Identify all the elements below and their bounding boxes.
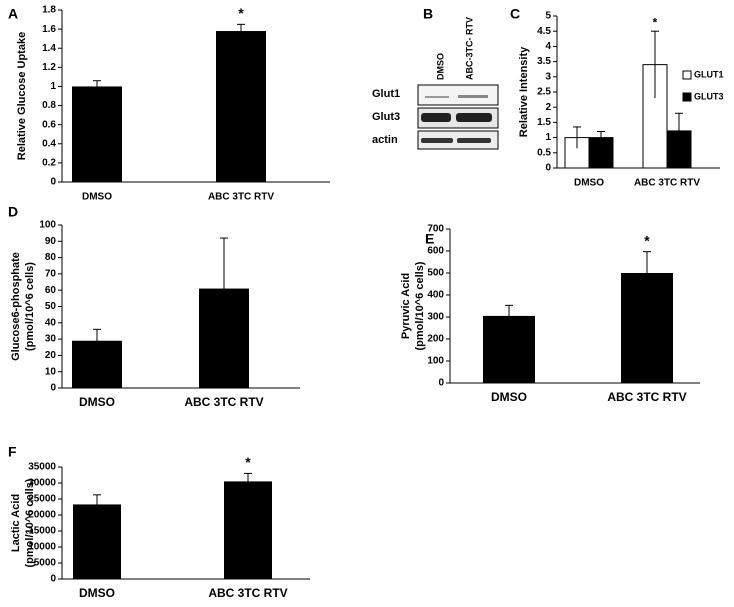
blot-band bbox=[458, 95, 488, 98]
y-tick-label: 20000 bbox=[28, 510, 56, 521]
y-tick-label: 1.8 bbox=[42, 5, 56, 16]
x-tick-label: ABC 3TC RTV bbox=[208, 192, 274, 203]
y-tick-label: 30000 bbox=[28, 478, 56, 489]
y-tick-label: 4.5 bbox=[537, 26, 551, 37]
y-tick-label: 1.5 bbox=[537, 117, 551, 128]
bar bbox=[224, 481, 272, 579]
panel-letter: E bbox=[425, 231, 434, 247]
annotation: * bbox=[238, 5, 244, 21]
bar bbox=[72, 86, 122, 182]
x-tick-label: ABC 3TC RTV bbox=[184, 395, 263, 409]
blot-band bbox=[421, 113, 451, 122]
y-tick-label: 40 bbox=[45, 317, 57, 328]
x-tick-label: ABC 3TC RTV bbox=[208, 586, 287, 600]
y-tick-label: 0.5 bbox=[537, 147, 551, 158]
bar bbox=[216, 31, 266, 183]
y-axis-label: Glucose6-phosphate bbox=[10, 252, 22, 361]
panel-letter: F bbox=[8, 444, 17, 460]
legend-swatch bbox=[682, 92, 692, 102]
y-tick-label: 0 bbox=[50, 177, 56, 188]
y-tick-label: 4 bbox=[545, 41, 551, 52]
y-tick-label: 15000 bbox=[28, 526, 56, 537]
row-label: Glut1 bbox=[372, 88, 400, 100]
y-tick-label: 2.5 bbox=[537, 87, 551, 98]
panel-letter: D bbox=[8, 204, 18, 220]
y-axis-label: Lactic Acid bbox=[10, 494, 22, 552]
y-tick-label: 10000 bbox=[28, 542, 56, 553]
y-tick-label: 1.4 bbox=[42, 43, 56, 54]
y-axis-label: Relative Glucose Uptake bbox=[16, 32, 28, 160]
y-tick-label: 1.6 bbox=[42, 24, 56, 35]
x-tick-label: DMSO bbox=[574, 178, 604, 189]
y-tick-label: 300 bbox=[427, 312, 444, 323]
blot-band bbox=[425, 96, 449, 98]
y-tick-label: 35000 bbox=[28, 462, 56, 473]
y-axis-label: (pmol/10^6 cells) bbox=[24, 478, 36, 567]
x-tick-label: DMSO bbox=[82, 192, 112, 203]
y-tick-label: 100 bbox=[39, 220, 56, 231]
y-tick-label: 2 bbox=[545, 102, 551, 113]
y-tick-label: 90 bbox=[45, 236, 57, 247]
legend-label: GLUT1 bbox=[694, 69, 724, 79]
y-tick-label: 0.4 bbox=[42, 138, 56, 149]
y-tick-label: 3.5 bbox=[537, 56, 551, 67]
y-tick-label: 600 bbox=[427, 246, 444, 257]
y-tick-label: 30 bbox=[45, 334, 57, 345]
panel-letter: B bbox=[423, 6, 433, 22]
y-tick-label: 20 bbox=[45, 350, 57, 361]
x-tick-label: ABC 3TC RTV bbox=[634, 178, 700, 189]
annotation: * bbox=[644, 232, 650, 248]
y-tick-label: 500 bbox=[427, 268, 444, 279]
row-label: actin bbox=[372, 134, 398, 146]
y-tick-label: 400 bbox=[427, 290, 444, 301]
y-tick-label: 200 bbox=[427, 334, 444, 345]
y-tick-label: 1 bbox=[545, 132, 551, 143]
y-tick-label: 5000 bbox=[34, 558, 57, 569]
y-tick-label: 0 bbox=[50, 574, 56, 585]
y-tick-label: 50 bbox=[45, 301, 57, 312]
legend-swatch bbox=[682, 70, 692, 80]
y-tick-label: 0 bbox=[50, 383, 56, 394]
y-tick-label: 3 bbox=[545, 71, 551, 82]
western-blot: B DMSO ABC-3TC- RTV Glut1 Glut3 actin bbox=[372, 6, 499, 150]
y-tick-label: 0.6 bbox=[42, 119, 56, 130]
y-tick-label: 1.2 bbox=[42, 62, 56, 73]
legend-label: GLUT3 bbox=[694, 91, 724, 101]
x-tick-label: ABC 3TC RTV bbox=[607, 390, 686, 404]
lane-label: ABC-3TC- RTV bbox=[464, 17, 474, 80]
row-label: Glut3 bbox=[372, 111, 400, 123]
panel-letter: C bbox=[510, 6, 520, 22]
y-tick-label: 80 bbox=[45, 252, 57, 263]
x-tick-label: DMSO bbox=[491, 390, 527, 404]
x-tick-label: DMSO bbox=[79, 586, 115, 600]
y-tick-label: 10 bbox=[45, 366, 57, 377]
bar bbox=[73, 504, 121, 579]
blot-band bbox=[457, 138, 491, 143]
y-tick-label: 0.8 bbox=[42, 100, 56, 111]
y-axis-label: Relative Intensity bbox=[518, 46, 530, 137]
y-tick-label: 1 bbox=[50, 81, 56, 92]
y-tick-label: 70 bbox=[45, 269, 57, 280]
y-axis-label: (pmol/10^6 cells) bbox=[24, 262, 36, 351]
lane-label: DMSO bbox=[435, 53, 445, 80]
annotation: * bbox=[245, 454, 251, 470]
annotation: * bbox=[653, 15, 658, 29]
y-tick-label: 0.2 bbox=[42, 158, 56, 169]
y-tick-label: 25000 bbox=[28, 494, 56, 505]
y-tick-label: 60 bbox=[45, 285, 57, 296]
blot-band bbox=[456, 113, 492, 122]
panel-letter: A bbox=[8, 6, 18, 22]
y-tick-label: 700 bbox=[427, 224, 444, 235]
bar bbox=[483, 315, 535, 383]
x-tick-label: DMSO bbox=[79, 395, 115, 409]
y-axis-label: Pyruvic Acid bbox=[400, 273, 412, 339]
y-tick-label: 5 bbox=[545, 11, 551, 22]
y-tick-label: 100 bbox=[427, 356, 444, 367]
y-tick-label: 0 bbox=[545, 163, 551, 174]
blot-band bbox=[421, 138, 453, 143]
y-axis-label: (pmol/10^6 cells) bbox=[414, 261, 426, 350]
y-tick-label: 0 bbox=[438, 378, 444, 389]
